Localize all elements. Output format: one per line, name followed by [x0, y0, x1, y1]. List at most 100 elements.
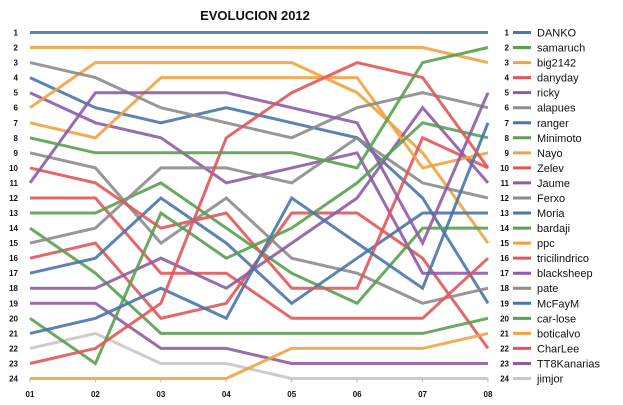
legend-number: 19 [500, 299, 509, 308]
y-tick-label: 17 [9, 269, 18, 278]
series-line-7 [29, 122, 490, 335]
legend-number: 10 [500, 164, 509, 173]
series-line-5 [28, 91, 490, 247]
legend-label: pate [537, 283, 558, 295]
legend-label: Moria [537, 208, 565, 220]
legend-number: 1 [505, 29, 510, 38]
x-tick-label: 06 [353, 390, 362, 399]
legend-label: jimjor [536, 374, 564, 386]
series-line-23 [30, 301, 488, 365]
legend-number: 3 [505, 59, 510, 68]
series-line-4 [29, 61, 490, 365]
legend-label: blacksheep [537, 268, 593, 280]
y-tick-label: 22 [9, 344, 18, 353]
y-tick-label: 20 [9, 314, 18, 323]
legend-label: Zelev [537, 163, 564, 175]
legend-label: Minimoto [537, 133, 582, 145]
legend-number: 18 [500, 284, 509, 293]
legend-number: 8 [505, 134, 510, 143]
x-tick-label: 07 [418, 390, 427, 399]
series-line-11 [30, 105, 490, 290]
x-tick-label: 04 [222, 390, 231, 399]
y-tick-label: 7 [14, 119, 19, 128]
y-tick-label: 16 [9, 254, 18, 263]
x-axis-ticks: 01 02 03 04 05 06 07 08 [26, 378, 493, 399]
legend-label: TT8Kanarias [537, 359, 600, 371]
y-tick-label: 24 [9, 375, 18, 384]
x-tick-label: 03 [156, 390, 165, 399]
legend-number: 16 [500, 254, 509, 263]
legend-number: 13 [500, 209, 509, 218]
y-tick-label: 4 [14, 74, 19, 83]
legend-label: Nayo [537, 148, 563, 160]
legend-number: 7 [505, 119, 510, 128]
legend-label: ranger [537, 118, 569, 130]
y-tick-label: 1 [14, 29, 19, 38]
series-line-21 [30, 331, 489, 380]
legend-label: alapues [537, 103, 576, 115]
series-line-8 [29, 121, 489, 366]
y-tick-label: 12 [9, 194, 18, 203]
series-line-18 [29, 151, 489, 305]
legend-number: 24 [500, 375, 509, 384]
series-lines [28, 31, 490, 380]
x-tick-label: 01 [26, 390, 35, 399]
series-line-6 [29, 61, 489, 140]
y-tick-label: 11 [10, 179, 19, 188]
legend-label: danyday [537, 73, 579, 85]
legend-number: 5 [505, 89, 510, 98]
y-tick-label: 5 [14, 89, 19, 98]
series-line-15 [29, 61, 490, 244]
legend-number: 12 [500, 194, 509, 203]
legend-label: McFayM [537, 298, 579, 310]
legend-number: 14 [500, 224, 509, 233]
y-tick-label: 23 [9, 360, 18, 369]
y-tick-label: 13 [9, 209, 18, 218]
x-tick-label: 05 [287, 390, 296, 399]
legend-number: 22 [500, 344, 509, 353]
series-line-16 [30, 196, 490, 320]
series-line-12 [29, 135, 489, 245]
chart-title: EVOLUCION 2012 [200, 8, 310, 23]
legend-number: 17 [500, 269, 509, 278]
legend-number: 9 [505, 149, 510, 158]
legend-label: tricilindrico [537, 253, 589, 265]
legend-label: bardaji [537, 223, 570, 235]
y-tick-label: 9 [14, 149, 19, 158]
series-line-10 [29, 135, 489, 290]
series-line-9 [29, 76, 489, 170]
legend-number: 20 [500, 314, 509, 323]
legend-label: samaruch [537, 43, 585, 55]
legend-number: 23 [500, 360, 509, 369]
legend-label: boticalvo [537, 328, 580, 340]
x-tick-label: 08 [484, 390, 493, 399]
y-tick-label: 19 [9, 299, 18, 308]
series-line-3 [30, 46, 489, 65]
legend: 1 DANKO 2 samaruch 3 big2142 4 danyday 5 ricky 6 al… [500, 28, 600, 386]
y-tick-label: 2 [14, 44, 19, 53]
legend-label: DANKO [537, 28, 577, 40]
legend-label: ricky [537, 88, 560, 100]
y-tick-label: 14 [9, 224, 18, 233]
legend-label: Jaume [537, 178, 570, 190]
y-tick-label: 3 [14, 59, 19, 68]
legend-number: 2 [505, 44, 510, 53]
y-tick-label: 10 [9, 164, 18, 173]
y-tick-label: 21 [9, 329, 18, 338]
x-tick-label: 02 [91, 390, 100, 399]
legend-number: 6 [505, 104, 510, 113]
legend-number: 4 [505, 74, 510, 83]
legend-number: 21 [500, 329, 509, 338]
legend-number: 15 [500, 239, 509, 248]
y-tick-label: 8 [14, 134, 19, 143]
legend-label: Ferxo [537, 193, 565, 205]
legend-number: 11 [501, 179, 510, 188]
y-tick-label: 15 [9, 239, 18, 248]
legend-label: car-lose [537, 313, 576, 325]
legend-label: ppc [537, 238, 555, 250]
y-tick-label: 18 [9, 284, 18, 293]
y-tick-label: 6 [14, 104, 19, 113]
legend-label: CharLee [537, 343, 579, 355]
